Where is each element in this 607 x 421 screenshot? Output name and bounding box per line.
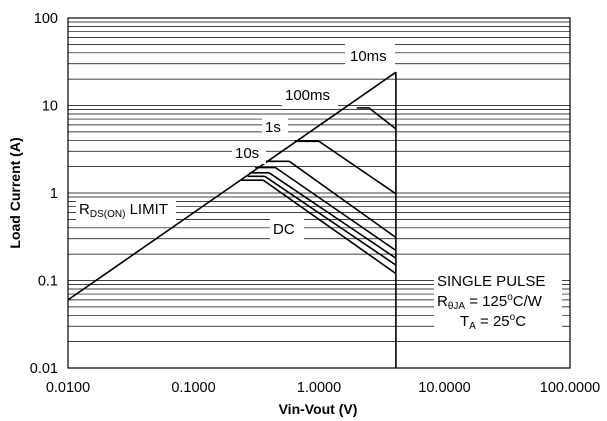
y-tick-label: 10 bbox=[42, 99, 58, 115]
series-layer bbox=[67, 71, 397, 368]
soa-curve-7 bbox=[264, 175, 397, 266]
label-ambient-temperature: TA = 25oC bbox=[460, 312, 526, 332]
label-10ms: 10ms bbox=[350, 48, 387, 65]
x-tick-label: 1.0000 bbox=[297, 380, 341, 396]
soa-curve-6 bbox=[268, 172, 397, 259]
tick-labels: 0.0100 0.1000 1.0000 10.0000 100.0000 0.01 0.1… bbox=[30, 11, 600, 396]
soa-curve-2 bbox=[368, 107, 397, 130]
x-axis-title: Vin-Vout (V) bbox=[279, 401, 358, 417]
x-tick-label: 0.1000 bbox=[171, 380, 215, 396]
soa-curve-4 bbox=[288, 160, 397, 239]
y-axis-title: Load Current (A) bbox=[7, 137, 23, 248]
label-dc: DC bbox=[273, 221, 295, 238]
soa-curve-3 bbox=[318, 140, 397, 195]
x-tick-label: 0.0100 bbox=[46, 380, 90, 396]
y-tick-label: 1 bbox=[50, 186, 58, 202]
y-tick-label: 0.01 bbox=[30, 361, 58, 377]
y-tick-label: 100 bbox=[34, 11, 58, 27]
label-100ms: 100ms bbox=[285, 87, 330, 104]
soa-curve-0 bbox=[67, 71, 397, 301]
label-10s: 10s bbox=[235, 145, 259, 162]
label-rdson-limit: RDS(ON) LIMIT bbox=[79, 201, 168, 220]
x-tick-label: 100.0000 bbox=[540, 380, 600, 396]
y-tick-label: 0.1 bbox=[38, 274, 58, 290]
soa-curve-8 bbox=[262, 179, 397, 275]
label-1s: 1s bbox=[265, 119, 281, 136]
soa-curve-5 bbox=[275, 166, 397, 252]
x-tick-label: 10.0000 bbox=[418, 380, 470, 396]
plot-area-border bbox=[67, 17, 571, 369]
label-thermal-resistance: RθJA = 125oC/W bbox=[437, 292, 543, 312]
label-single-pulse: SINGLE PULSE bbox=[437, 273, 545, 290]
